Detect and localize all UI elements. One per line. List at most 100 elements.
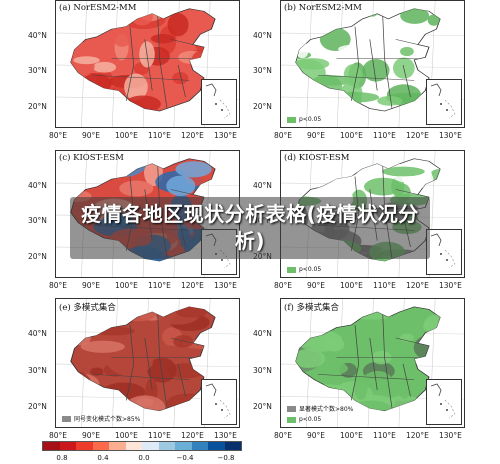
legend-swatch [287, 416, 296, 423]
longitude-label: 100°E [340, 281, 363, 290]
latitude-label: 20°N [253, 102, 272, 112]
legend-swatch [287, 266, 296, 273]
colorbar [42, 441, 242, 451]
colorbar-segment [208, 442, 225, 450]
colorbar-label: 0.0 [138, 454, 150, 462]
panel-label: (d) KIOST-ESM [284, 153, 350, 163]
longitude-label: 130°E [439, 131, 462, 140]
longitude-label: 120°E [181, 281, 204, 290]
longitude-label: 130°E [439, 281, 462, 290]
colorbar-segment [43, 442, 60, 450]
colorbar-segment [224, 442, 241, 450]
longitude-label: 130°E [214, 131, 237, 140]
panel-label: (e) 多模式集合 [59, 303, 116, 313]
overlay-title: 疫情各地区现状分析表格(疫情状况分析) [81, 202, 419, 253]
south-china-sea-inset [426, 79, 462, 125]
longitude-label: 80°E [49, 131, 68, 140]
latitude-label: 40°N [28, 30, 47, 40]
longitude-label: 80°E [49, 281, 68, 290]
map-frame: (b) NorESM2-MM p<0.05 [280, 0, 465, 128]
south-china-sea-inset [426, 229, 462, 275]
map-frame: (e) 多模式集合同号变化模式个数>85% [55, 298, 240, 428]
colorbar-label: −0.8 [217, 454, 235, 462]
latitude-label: 30°N [253, 365, 272, 375]
colorbar-segment [76, 442, 93, 450]
panel-label: (c) KIOST-ESM [59, 153, 124, 163]
latitude-label: 40°N [28, 180, 47, 190]
legend-swatch [287, 116, 296, 123]
map-panel-b: (b) NorESM2-MM p<0.05 40°N 30°N 20°N 80°E 90°E… [225, 0, 465, 148]
longitude-label: 130°E [214, 431, 237, 440]
panel-legend-2: p<0.05 [287, 416, 321, 423]
china-map [56, 1, 239, 127]
map-panel-e: (e) 多模式集合同号变化模式个数>85% 40°N 30°N 20°N 80°E 90°… [0, 298, 240, 448]
longitude-label: 120°E [181, 131, 204, 140]
latitude-label: 20°N [28, 401, 47, 411]
map-frame: (f) 多模式集合显著模式个数>80% p<0.05 [280, 298, 465, 428]
legend-text: p<0.05 [299, 416, 322, 423]
panel-legend: p<0.05 [287, 266, 321, 273]
longitude-label: 120°E [181, 431, 204, 440]
longitude-label: 90°E [82, 281, 101, 290]
legend-swatch [287, 405, 296, 412]
south-china-sea-inset [426, 379, 462, 425]
longitude-label: 90°E [307, 281, 326, 290]
colorbar-segment [92, 442, 109, 450]
latitude-label: 30°N [253, 66, 272, 76]
longitude-label: 80°E [274, 281, 293, 290]
panel-label: (b) NorESM2-MM [284, 3, 362, 13]
latitude-label: 40°N [253, 329, 272, 339]
map-panel-a: (a) NorESM2-MM 40°N 30°N 20°N 80°E 90°E 100°E 1… [0, 0, 240, 148]
colorbar-segment [191, 442, 208, 450]
longitude-label: 110°E [148, 131, 171, 140]
longitude-label: 100°E [115, 431, 138, 440]
colorbar-segment [175, 442, 192, 450]
panel-legend: 同号变化模式个数>85% [62, 414, 140, 423]
legend-text: p<0.05 [299, 266, 322, 273]
longitude-label: 120°E [406, 431, 429, 440]
title-overlay-background [70, 197, 430, 259]
longitude-label: 110°E [373, 131, 396, 140]
latitude-label: 30°N [28, 66, 47, 76]
legend-text: 显著模式个数>80% [299, 406, 354, 413]
longitude-label: 110°E [373, 431, 396, 440]
longitude-label: 90°E [82, 131, 101, 140]
longitude-label: 90°E [82, 431, 101, 440]
latitude-label: 30°N [28, 216, 47, 226]
longitude-label: 100°E [340, 431, 363, 440]
colorbar-label: 0.4 [97, 454, 109, 462]
colorbar-segment [125, 442, 142, 450]
colorbar-label: 0.8 [56, 454, 68, 462]
china-map [281, 299, 464, 427]
longitude-label: 90°E [307, 431, 326, 440]
panel-label: (f) 多模式集合 [284, 303, 339, 313]
latitude-label: 30°N [28, 365, 47, 375]
colorbar-label: −0.4 [176, 454, 194, 462]
colorbar-segment [59, 442, 76, 450]
longitude-label: 80°E [49, 431, 68, 440]
latitude-label: 40°N [253, 30, 272, 40]
colorbar-segment [109, 442, 126, 450]
south-china-sea-inset [201, 379, 237, 425]
longitude-label: 100°E [115, 131, 138, 140]
south-china-sea-inset [201, 79, 237, 125]
longitude-label: 90°E [307, 131, 326, 140]
latitude-label: 20°N [28, 102, 47, 112]
panel-label: (a) NorESM2-MM [59, 3, 137, 13]
latitude-label: 40°N [253, 180, 272, 190]
map-frame: (a) NorESM2-MM [55, 0, 240, 128]
china-map [281, 1, 464, 127]
longitude-label: 80°E [274, 131, 293, 140]
longitude-label: 130°E [214, 281, 237, 290]
legend-swatch [62, 415, 71, 422]
latitude-label: 20°N [28, 252, 47, 262]
panel-legend: p<0.05 [287, 116, 321, 123]
longitude-label: 110°E [148, 431, 171, 440]
longitude-label: 110°E [373, 281, 396, 290]
longitude-label: 80°E [274, 431, 293, 440]
colorbar-segment [158, 442, 175, 450]
panel-legend: 显著模式个数>80% [287, 404, 353, 413]
longitude-label: 130°E [439, 431, 462, 440]
legend-text: 同号变化模式个数>85% [74, 416, 141, 423]
latitude-label: 40°N [28, 329, 47, 339]
